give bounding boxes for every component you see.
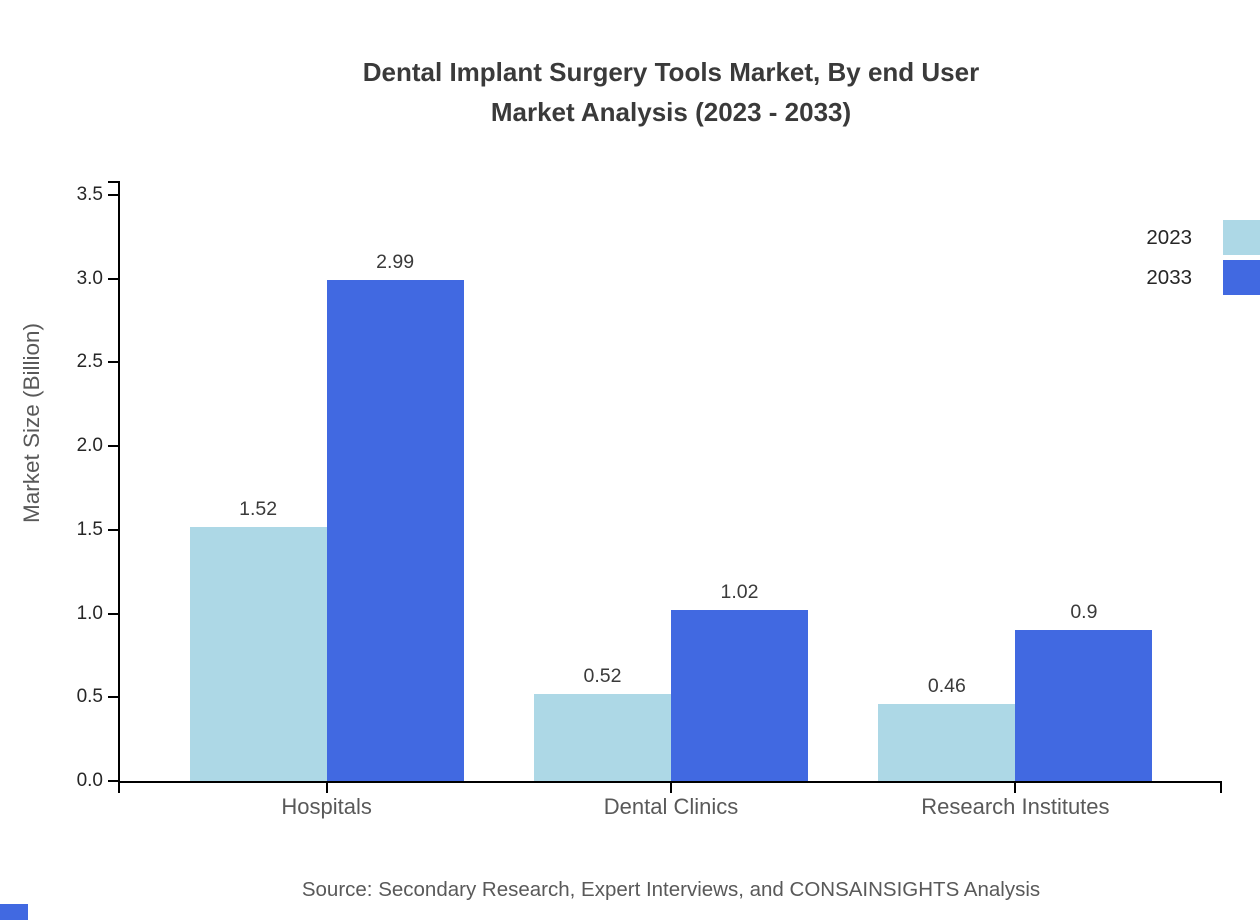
bar-2023-dental-clinics: [534, 693, 671, 781]
y-axis-end-cap: [108, 181, 118, 183]
y-tick-mark: [108, 193, 118, 196]
y-tick-label: 1.0: [76, 602, 103, 624]
x-category-label: Dental Clinics: [603, 794, 739, 819]
y-tick-mark: [108, 277, 118, 280]
x-axis-spine: [118, 781, 1222, 783]
y-tick-mark: [108, 528, 118, 531]
y-tick-label: 2.0: [76, 435, 103, 457]
y-tick-label: 1.5: [76, 518, 103, 540]
y-tick-mark: [108, 696, 118, 699]
y-tick-mark: [108, 445, 118, 448]
y-tick-mark: [108, 361, 118, 364]
brand-corner-square: [0, 904, 28, 920]
chart-title-line-1: Dental Implant Surgery Tools Market, By …: [362, 57, 980, 87]
y-tick-label: 2.5: [76, 351, 103, 373]
y-tick-mark: [108, 780, 118, 782]
y-tick-label: 3.5: [76, 183, 103, 205]
bar-value-label: 0.46: [927, 674, 966, 697]
bar-value-label: 2.99: [376, 251, 415, 274]
bar-2033-hospitals: [326, 280, 464, 781]
x-category-label: Hospitals: [281, 794, 372, 819]
bar-value-label: 1.02: [720, 581, 759, 604]
x-tick-mark: [1014, 783, 1017, 793]
x-category-label: Research Institutes: [921, 794, 1110, 819]
bar-value-label: 0.9: [1070, 601, 1098, 624]
y-tick-label: 0.0: [76, 770, 103, 791]
y-tick-mark: [108, 612, 118, 615]
x-tick-mark: [670, 783, 672, 793]
x-axis-left-end-cap: [118, 783, 120, 793]
bar-2023-research-institutes: [878, 703, 1016, 781]
chart-title: Dental Implant Surgery Tools Market, By …: [120, 52, 1222, 132]
source-text: Source: Secondary Research, Expert Inter…: [301, 878, 1041, 901]
chart-title-line-2: Market Analysis (2023 - 2033): [490, 97, 852, 127]
bar-value-label: 1.52: [239, 497, 278, 520]
y-tick-label: 0.5: [76, 686, 103, 708]
y-axis-spine: [118, 181, 120, 783]
x-axis-right-end-cap: [1220, 783, 1222, 793]
y-tick-label: 3.0: [76, 267, 103, 289]
bar-2033-dental-clinics: [671, 610, 808, 781]
bar-value-label: 0.52: [583, 664, 622, 687]
x-tick-mark: [325, 783, 328, 793]
bar-2033-research-institutes: [1015, 630, 1153, 781]
bar-2023-hospitals: [189, 526, 327, 781]
